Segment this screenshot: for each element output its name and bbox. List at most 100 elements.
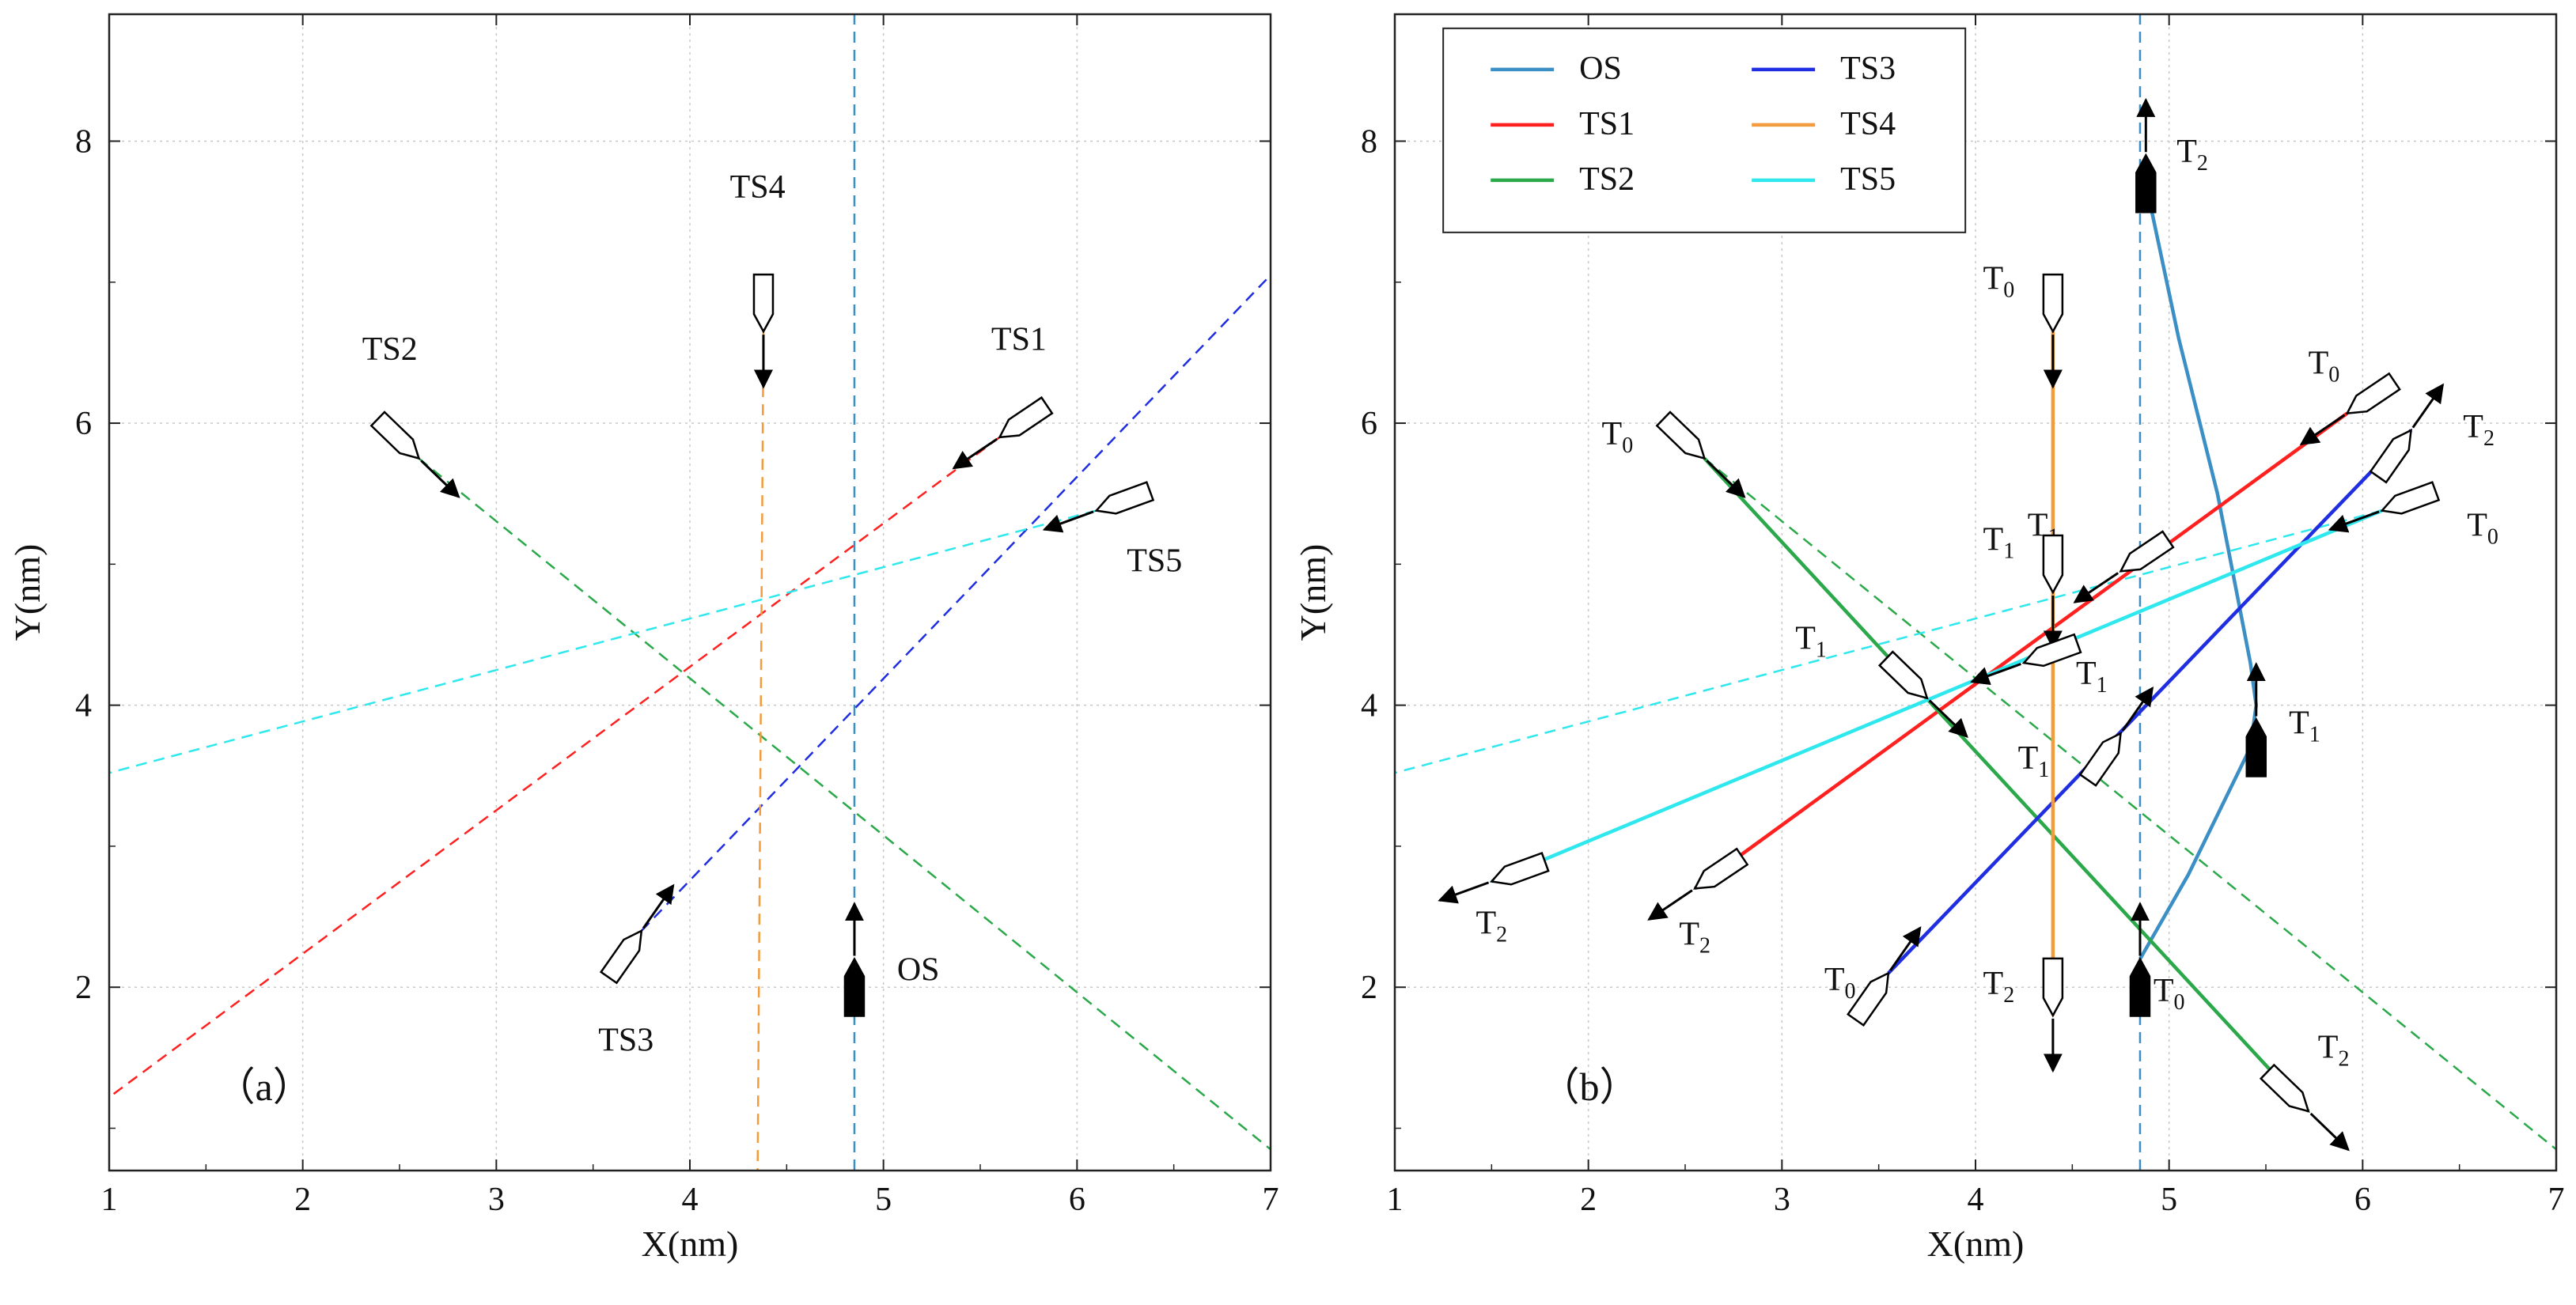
TS4-T0-ship-icon bbox=[2042, 273, 2064, 389]
TS4-ship-icon bbox=[752, 273, 775, 389]
TS4-T0-label: T0 bbox=[1983, 261, 2015, 303]
y-tick-label: 2 bbox=[1361, 970, 1377, 1006]
TS1-T2-hull bbox=[1693, 847, 1749, 890]
y-tick-label: 2 bbox=[75, 970, 92, 1006]
panel-a-tag: （a） bbox=[216, 1065, 313, 1109]
TS5-T1-ship-icon bbox=[1970, 633, 2082, 685]
TS5-T2-ship-icon bbox=[1438, 851, 1550, 904]
x-tick-label: 2 bbox=[294, 1182, 311, 1218]
TS1-ship-icon bbox=[952, 395, 1054, 470]
TS3-T1-ship-icon bbox=[2078, 686, 2154, 787]
legend-label-OS: OS bbox=[1579, 51, 1622, 87]
y-tick-label: 8 bbox=[75, 123, 92, 160]
TS3-heading-arrow bbox=[642, 883, 675, 929]
TS3-T2-ship-icon bbox=[2369, 383, 2445, 484]
TS2-T0-heading-arrow bbox=[1706, 460, 1746, 498]
y-tick-label: 4 bbox=[75, 688, 92, 724]
TS2-T2-hull bbox=[2259, 1063, 2310, 1113]
x-tick-label: 4 bbox=[1968, 1182, 1984, 1218]
TS5-planned-route bbox=[1395, 509, 2383, 774]
TS1-hull bbox=[998, 395, 1054, 439]
TS5-T1-hull bbox=[2021, 633, 2082, 668]
panel-a-ships: TS1 TS2 TS3 TS4 TS5 OS bbox=[362, 169, 1182, 1059]
panel-a-x-axis-label: X(nm) bbox=[642, 1224, 739, 1264]
TS4-label: TS4 bbox=[730, 169, 786, 206]
TS2-T0-hull bbox=[1655, 410, 1707, 460]
TS3-T2-hull bbox=[2369, 428, 2412, 484]
legend-label-TS2: TS2 bbox=[1579, 161, 1635, 198]
OS-T2-hull bbox=[2135, 153, 2157, 214]
x-tick-label: 5 bbox=[2161, 1182, 2177, 1218]
panel-b: T0T1T2T0T1T2T0T1T2T0T1T2T0T1T2T0T1T2 123… bbox=[1293, 13, 2565, 1264]
TS1-T0-heading-arrow bbox=[2299, 414, 2346, 446]
x-tick-label: 1 bbox=[1387, 1182, 1404, 1218]
TS2-track bbox=[418, 457, 1271, 1151]
TS3-track bbox=[640, 274, 1271, 932]
x-tick-label: 7 bbox=[1263, 1182, 1279, 1218]
TS4-T1-ship-icon bbox=[2042, 534, 2064, 650]
OS-T2-label: T2 bbox=[2176, 134, 2208, 176]
TS2-T1-hull bbox=[1877, 650, 1929, 700]
x-tick-label: 6 bbox=[2354, 1182, 2371, 1218]
TS5-T1-label: T1 bbox=[2076, 656, 2108, 698]
y-tick-label: 6 bbox=[1361, 406, 1377, 442]
TS4-T2-hull bbox=[2042, 957, 2064, 1018]
OS-T0-label: T0 bbox=[2154, 973, 2185, 1015]
OS-T1-ship-icon bbox=[2245, 662, 2267, 777]
TS2-heading-arrow bbox=[420, 460, 460, 498]
TS4-T2-ship-icon bbox=[2042, 957, 2064, 1073]
TS1-heading-arrow bbox=[952, 437, 998, 470]
TS2-T2-ship-icon bbox=[2259, 1063, 2350, 1152]
x-tick-label: 4 bbox=[682, 1182, 699, 1218]
OS-track bbox=[2138, 183, 2259, 960]
panel-a-grid bbox=[109, 14, 1271, 1171]
x-tick-label: 6 bbox=[1069, 1182, 1085, 1218]
TS5-label: TS5 bbox=[1127, 543, 1182, 579]
TS3-hull bbox=[599, 929, 643, 985]
TS5-hull bbox=[1094, 481, 1155, 515]
TS3-T1-hull bbox=[2078, 732, 2122, 787]
TS3-label: TS3 bbox=[598, 1022, 653, 1058]
OS-hull bbox=[843, 956, 866, 1017]
panel-b-tag: （b） bbox=[1540, 1065, 1639, 1109]
panel-b-grid bbox=[1395, 14, 2556, 1171]
TS2-label: TS2 bbox=[362, 331, 418, 368]
legend-box bbox=[1442, 27, 1967, 233]
TS2-T1-heading-arrow bbox=[1928, 699, 1968, 739]
OS-T2-ship-icon bbox=[2135, 97, 2157, 214]
TS4-track bbox=[756, 331, 765, 1171]
TS3-T2-heading-arrow bbox=[2411, 383, 2445, 429]
y-tick-label: 4 bbox=[1361, 688, 1377, 724]
TS3-ship-icon bbox=[599, 883, 675, 985]
TS1-T2-ship-icon bbox=[1647, 847, 1749, 921]
panel-b-x-axis-label: X(nm) bbox=[1927, 1224, 2025, 1264]
TS3-T1-heading-arrow bbox=[2121, 686, 2154, 732]
y-tick-label: 6 bbox=[75, 406, 92, 442]
y-tick-label: 8 bbox=[1361, 123, 1377, 160]
TS1-label: TS1 bbox=[991, 321, 1047, 357]
panel-b-y-axis-label: Y(nm) bbox=[1293, 544, 1333, 641]
TS1-T0-label: T0 bbox=[2309, 346, 2340, 388]
TS5-track bbox=[1491, 509, 2383, 883]
x-tick-label: 2 bbox=[1580, 1182, 1597, 1218]
legend-label-TS1: TS1 bbox=[1579, 106, 1635, 142]
TS3-T0-ship-icon bbox=[1847, 926, 1922, 1027]
panel-b-series bbox=[1491, 183, 2413, 1113]
TS5-T2-hull bbox=[1489, 851, 1550, 886]
TS4-T1-hull bbox=[2042, 534, 2064, 595]
TS1-T1-ship-icon bbox=[2073, 530, 2175, 603]
TS2-hull bbox=[369, 410, 421, 460]
TS2-track bbox=[1703, 457, 2310, 1113]
OS-T0-hull bbox=[2129, 956, 2151, 1017]
TS2-T0-ship-icon bbox=[1655, 410, 1746, 498]
TS5-T0-ship-icon bbox=[2328, 481, 2441, 533]
TS1-track bbox=[109, 436, 1001, 1099]
TS1-T1-hull bbox=[2119, 530, 2175, 573]
TS4-T0-hull bbox=[2042, 273, 2064, 334]
TS2-T2-heading-arrow bbox=[2309, 1112, 2350, 1152]
panel-a-y-axis-label: Y(nm) bbox=[7, 544, 47, 641]
x-tick-label: 3 bbox=[1774, 1182, 1790, 1218]
TS5-T0-heading-arrow bbox=[2328, 510, 2380, 533]
TS1-T0-hull bbox=[2345, 372, 2401, 415]
x-tick-label: 7 bbox=[2548, 1182, 2565, 1218]
